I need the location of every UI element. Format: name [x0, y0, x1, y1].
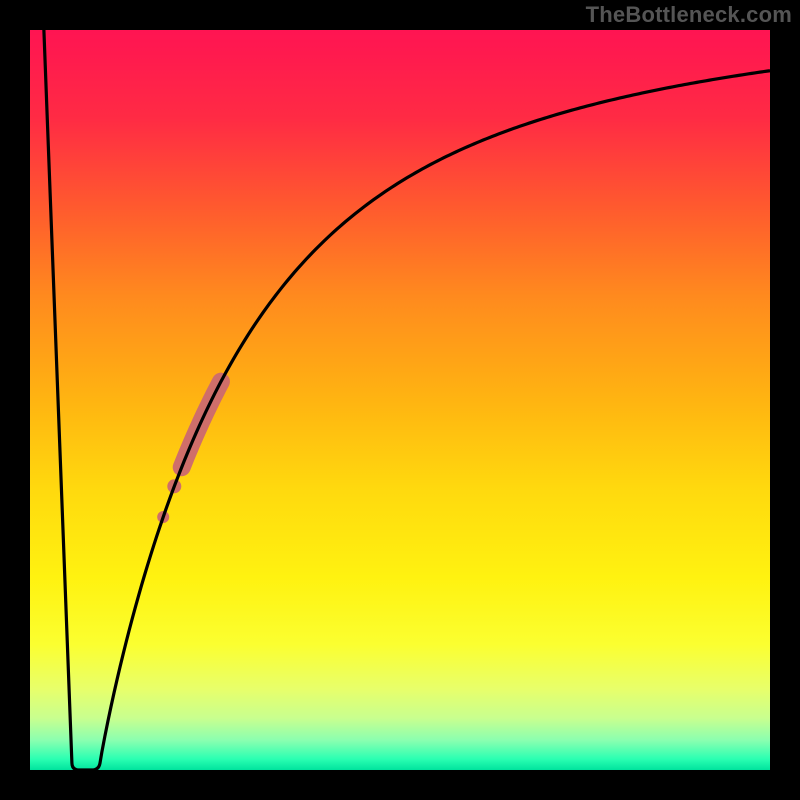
plot-background: [30, 30, 770, 770]
watermark-text: TheBottleneck.com: [586, 2, 792, 28]
chart-frame: TheBottleneck.com: [0, 0, 800, 800]
chart-svg: [0, 0, 800, 800]
